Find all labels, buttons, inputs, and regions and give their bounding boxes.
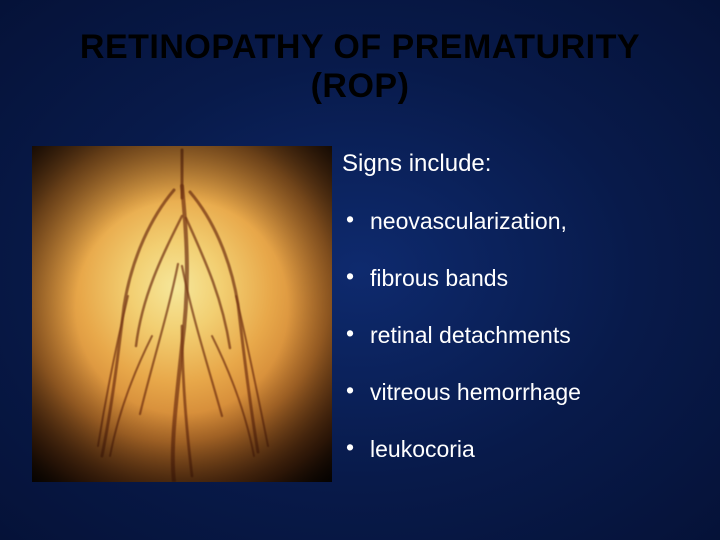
image-vignette (32, 146, 332, 482)
signs-list: neovascularization, fibrous bands retinal … (342, 208, 688, 463)
slide: RETINOPATHY OF PREMATURITY (ROP) Signs i… (0, 0, 720, 540)
fundus-image (32, 146, 332, 482)
signs-heading: Signs include: (342, 150, 688, 178)
slide-title: RETINOPATHY OF PREMATURITY (ROP) (32, 28, 688, 106)
sign-bullet-4: leukocoria (346, 436, 688, 463)
sign-bullet-0: neovascularization, (346, 208, 688, 235)
sign-bullet-3: vitreous hemorrhage (346, 379, 688, 406)
sign-bullet-1: fibrous bands (346, 265, 688, 292)
sign-bullet-2: retinal detachments (346, 322, 688, 349)
content-row: Signs include: neovascularization, fibrou… (32, 146, 688, 493)
text-column: Signs include: neovascularization, fibrou… (342, 146, 688, 493)
